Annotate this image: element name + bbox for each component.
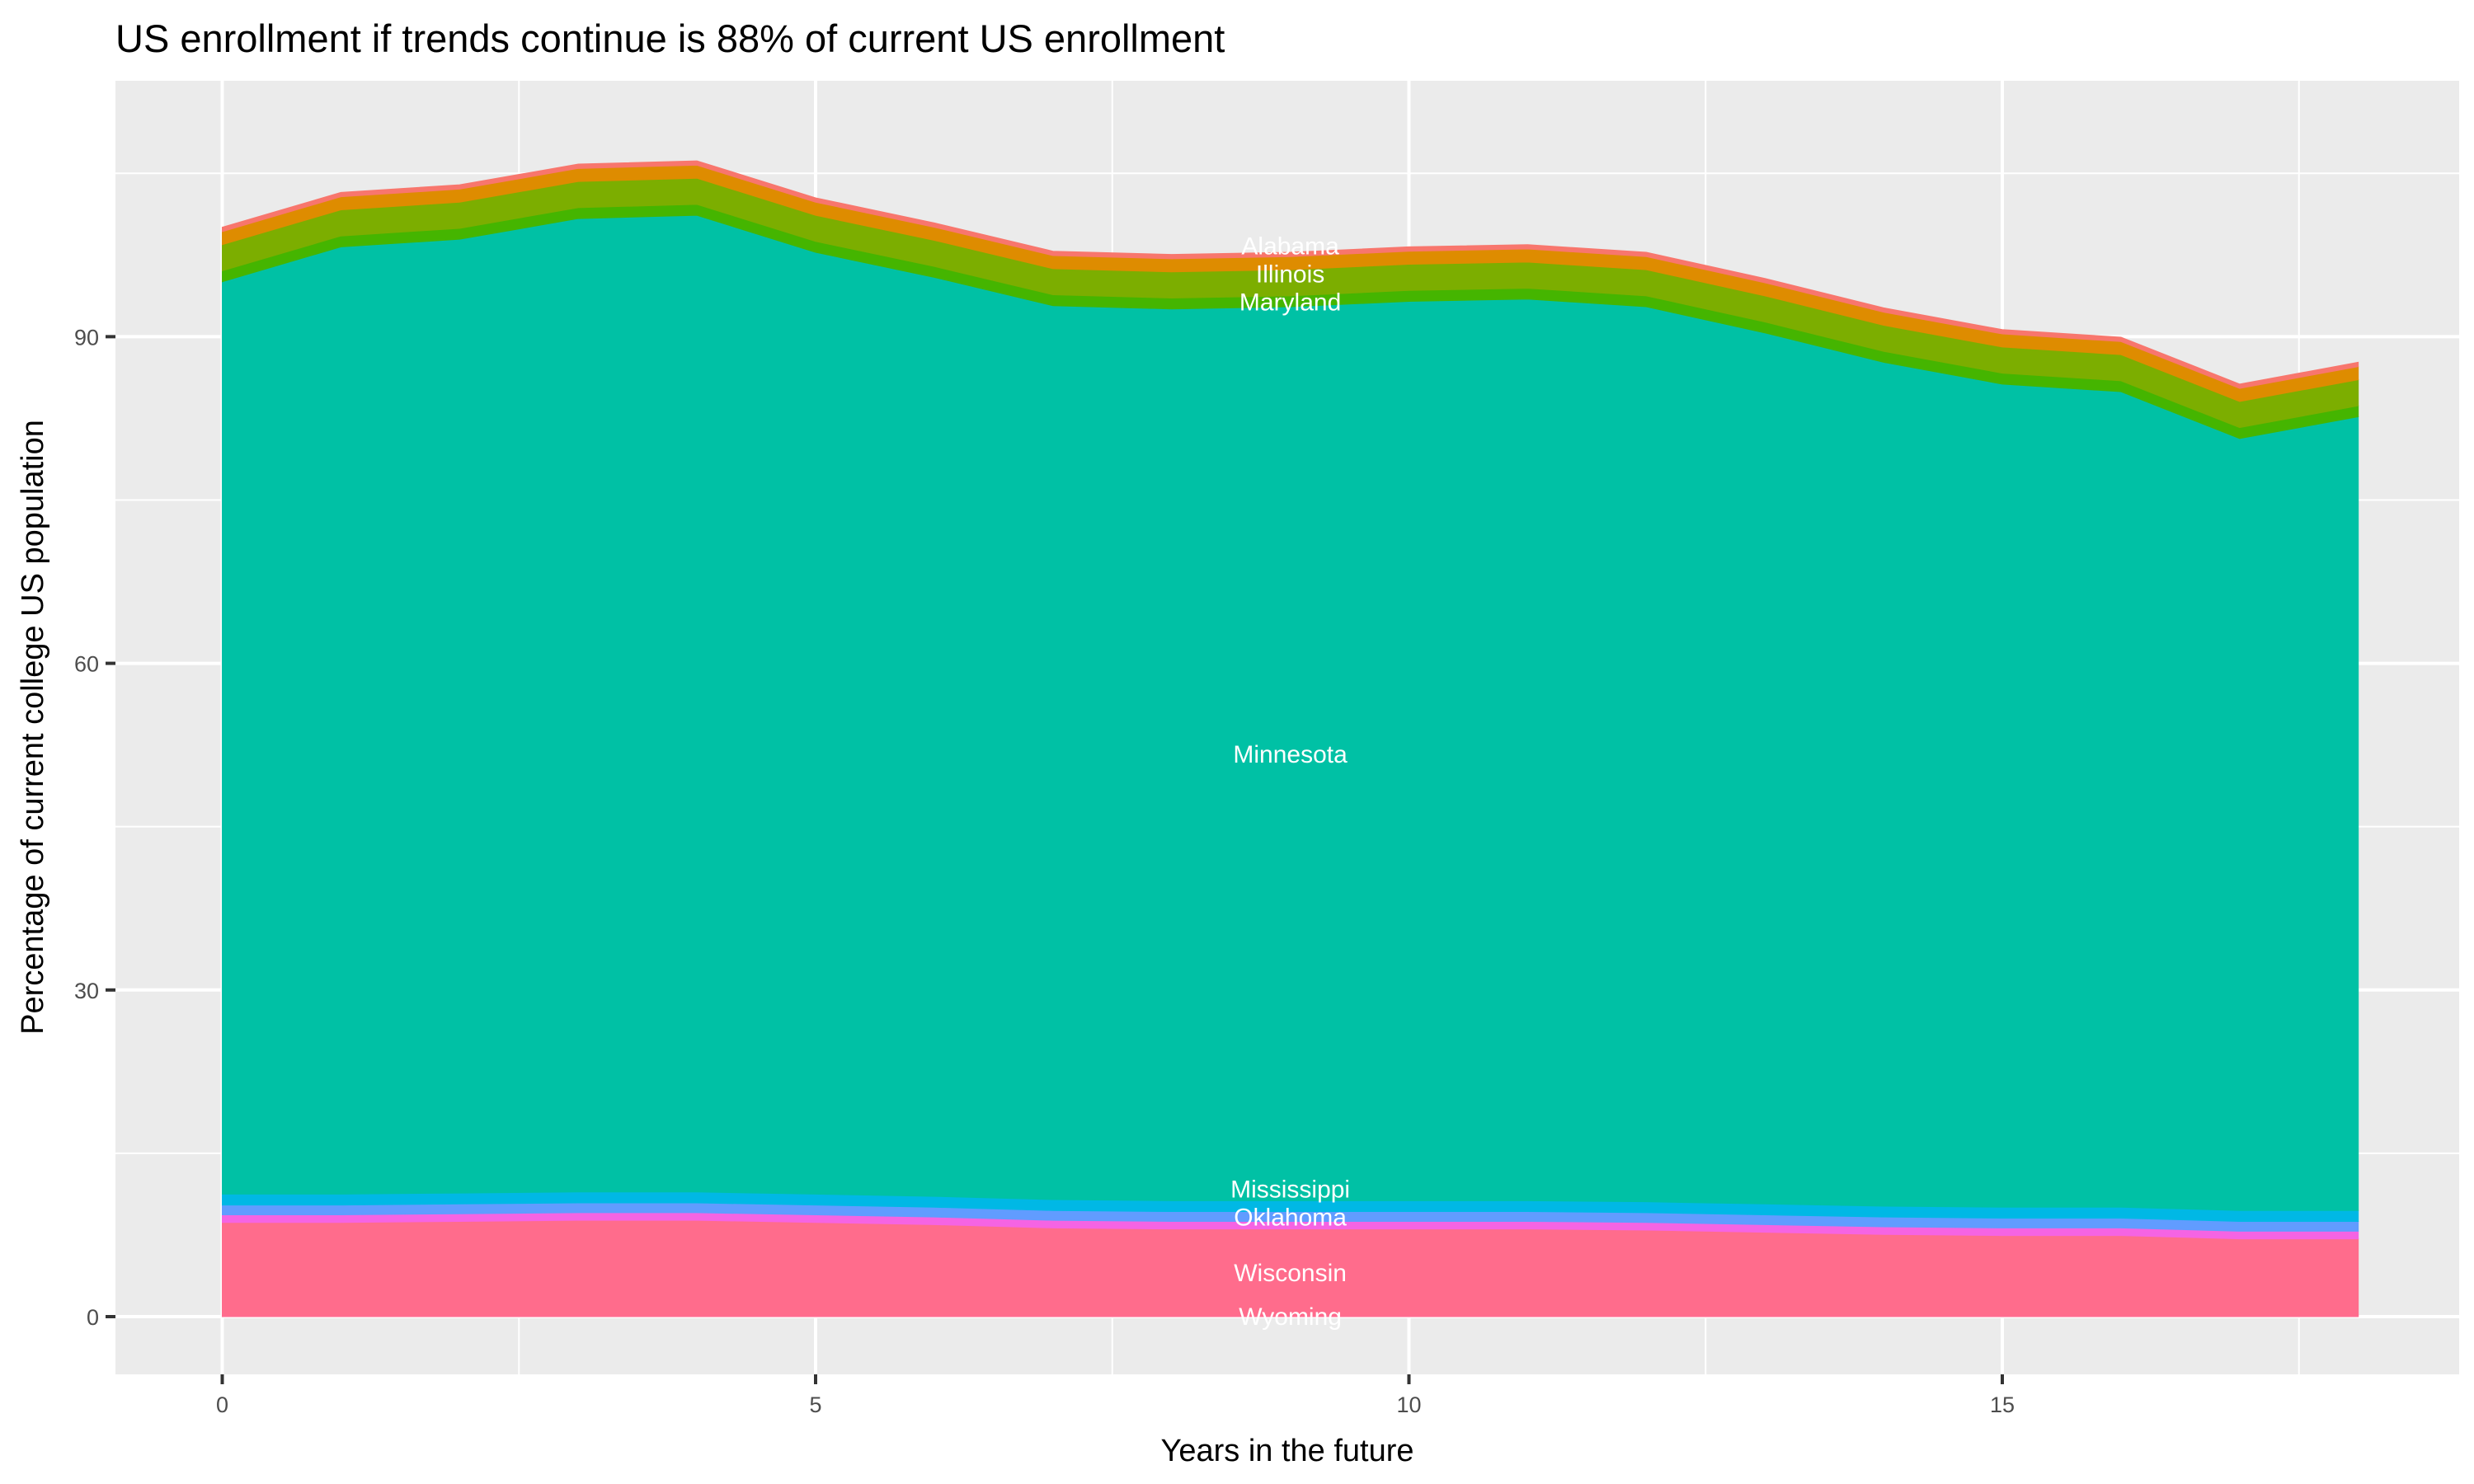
y-tick-label: 90 [74,325,99,350]
x-tick-label: 5 [809,1392,821,1417]
series-label-wyoming: Wyoming [1239,1303,1342,1331]
x-tick-label: 15 [1990,1392,2015,1417]
series-label-illinois: Illinois [1256,261,1324,288]
x-axis-title: Years in the future [1160,1434,1413,1468]
series-label-minnesota: Minnesota [1233,741,1348,768]
y-tick-label: 0 [87,1305,99,1330]
chart-title: US enrollment if trends continue is 88% … [115,16,1225,60]
series-label-oklahoma: Oklahoma [1234,1204,1347,1231]
area-layers [222,160,2359,1317]
series-label-maryland: Maryland [1239,289,1341,316]
y-tick-label: 60 [74,652,99,677]
y-tick-label: 30 [74,979,99,1003]
x-tick-label: 10 [1396,1392,1421,1417]
axes: 0 5 10 15 0 30 60 90 [74,325,2015,1417]
area-series-9 [222,160,2359,389]
y-axis-title: Percentage of current college US populat… [16,420,50,1035]
series-label-mississippi: Mississippi [1230,1176,1350,1203]
series-label-wisconsin: Wisconsin [1234,1260,1347,1287]
x-tick-label: 0 [216,1392,228,1417]
series-label-alabama: Alabama [1241,232,1339,260]
